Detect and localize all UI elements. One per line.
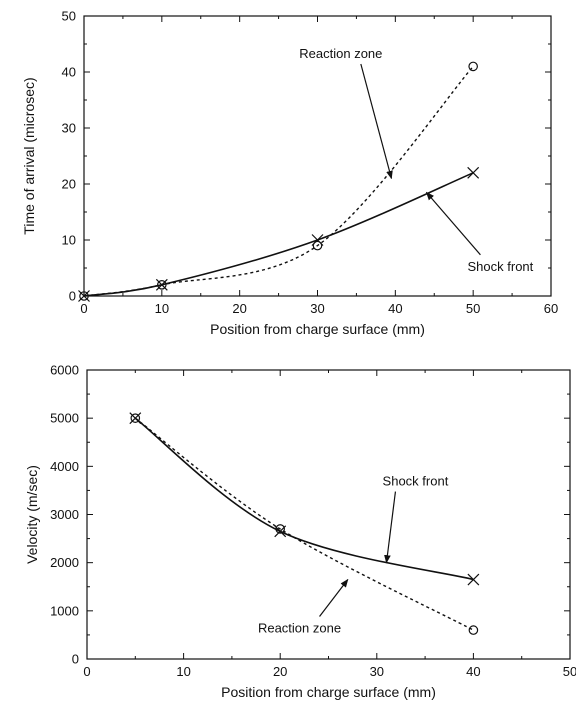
shock-front-arrow xyxy=(384,491,397,564)
time-of-arrival-chart: 0 10 20 30 40 50 60 0 10 20 30 40 50 Position from ch… xyxy=(21,9,558,338)
y-tick-label: 0 xyxy=(72,652,79,667)
y-tick-label: 3000 xyxy=(50,507,79,522)
shock-front-point xyxy=(467,573,480,586)
x-tick-label: 40 xyxy=(466,664,480,679)
reaction-zone-point xyxy=(79,291,89,301)
y-tick-label: 6000 xyxy=(50,363,79,378)
y-tick-label: 40 xyxy=(62,65,76,80)
shock-front-annotation: Shock front xyxy=(383,474,449,489)
y-tick-label: 5000 xyxy=(50,411,79,426)
x-tick-label: 0 xyxy=(83,664,90,679)
x-axis-label: Position from charge surface (mm) xyxy=(210,321,425,337)
velocity-chart: 0 10 20 30 40 50 0 1000 2000 3000 4000 5000 6000 Posi… xyxy=(24,363,576,701)
x-tick-label: 30 xyxy=(310,301,324,316)
y-tick-label: 1000 xyxy=(50,603,79,618)
x-tick-label: 50 xyxy=(563,664,576,679)
shock-front-annotation: Shock front xyxy=(468,259,534,274)
shock-front-point xyxy=(129,412,142,425)
plot-frame xyxy=(86,369,571,660)
x-tick-label: 10 xyxy=(155,301,169,316)
reaction-zone-point xyxy=(275,524,285,534)
reaction-zone-arrow xyxy=(360,63,393,180)
x-tick-label: 20 xyxy=(273,664,287,679)
reaction-zone-point xyxy=(130,413,141,423)
shock-front-line xyxy=(134,417,474,581)
reaction-zone-point xyxy=(312,240,323,251)
y-tick-label: 30 xyxy=(62,121,76,136)
y-tick-label: 0 xyxy=(69,289,76,304)
shock-front-arrow xyxy=(425,191,481,256)
y-tick-label: 4000 xyxy=(50,459,79,474)
y-tick-label: 20 xyxy=(62,177,76,192)
reaction-zone-line xyxy=(83,65,474,297)
y-tick-label: 10 xyxy=(62,233,76,248)
reaction-zone-point xyxy=(157,279,167,290)
x-tick-label: 40 xyxy=(388,301,402,316)
reaction-zone-annotation: Reaction zone xyxy=(299,46,382,61)
reaction-zone-line xyxy=(134,417,474,631)
reaction-zone-arrow xyxy=(319,578,349,617)
reaction-zone-annotation: Reaction zone xyxy=(258,621,341,636)
x-tick-label: 30 xyxy=(370,664,384,679)
y-axis-label: Velocity (m/sec) xyxy=(24,465,40,564)
x-tick-label: 0 xyxy=(80,301,87,316)
reaction-zone-point xyxy=(468,61,478,72)
reaction-zone-point xyxy=(468,625,479,635)
shock-front-point xyxy=(467,166,480,179)
x-tick-label: 10 xyxy=(176,664,190,679)
y-tick-label: 2000 xyxy=(50,555,79,570)
x-axis-label: Position from charge surface (mm) xyxy=(221,684,436,700)
x-tick-label: 60 xyxy=(544,301,558,316)
shock-front-line xyxy=(83,172,474,297)
y-axis-label: Time of arrival (microsec) xyxy=(21,77,37,234)
x-tick-label: 50 xyxy=(466,301,480,316)
x-tick-label: 20 xyxy=(232,301,246,316)
y-tick-label: 50 xyxy=(62,9,76,24)
